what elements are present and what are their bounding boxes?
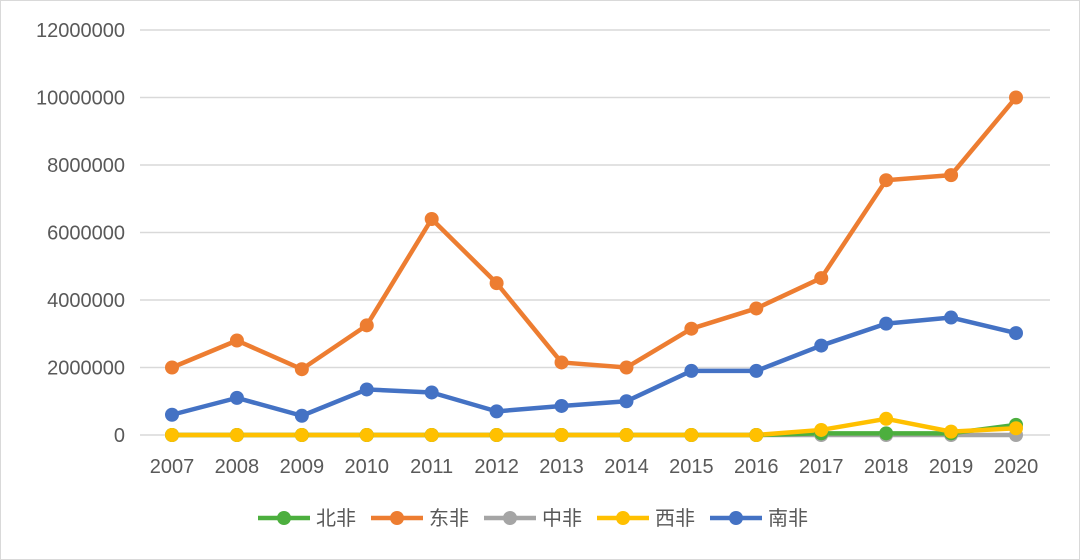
data-point [359, 382, 374, 397]
data-point [554, 355, 569, 370]
data-point [554, 428, 569, 442]
data-point [294, 428, 309, 442]
gridlines [140, 29, 1050, 436]
data-point [165, 428, 179, 442]
x-tick-label: 2015 [669, 456, 714, 478]
x-tick-label: 2007 [150, 456, 195, 478]
data-point [294, 362, 309, 377]
y-tick-label: 0 [114, 425, 125, 447]
data-point [944, 168, 959, 183]
legend-marker-0 [277, 511, 291, 525]
x-axis-tick-labels: 2007 2008 2009 2010 2011 2012 2013 2014 2015 2016… [150, 456, 1039, 478]
y-tick-label: 12000000 [36, 20, 125, 42]
x-tick-label: 2016 [734, 456, 779, 478]
data-point [424, 428, 439, 442]
series-line-4 [169, 315, 1019, 419]
x-tick-label: 2020 [994, 456, 1039, 478]
data-point [684, 428, 699, 442]
x-tick-label: 2014 [604, 456, 649, 478]
legend-marker-1 [390, 511, 404, 525]
legend-label-1: 东非 [429, 506, 469, 530]
data-point [879, 316, 894, 331]
data-point [294, 408, 309, 423]
legend: 北非 东非 中非 西非 南非 [258, 506, 808, 530]
x-tick-label: 2009 [280, 456, 325, 478]
x-tick-label: 2012 [474, 456, 519, 478]
series-lines [169, 95, 1019, 438]
legend-label-3: 西非 [655, 506, 695, 530]
data-point [229, 428, 244, 442]
data-point [489, 276, 504, 291]
y-tick-label: 6000000 [47, 223, 125, 245]
legend-label-4: 南非 [768, 506, 808, 530]
y-tick-label: 4000000 [47, 290, 125, 312]
legend-marker-3 [616, 511, 630, 525]
data-point [814, 338, 829, 353]
legend-label-0: 北非 [316, 506, 356, 530]
data-point [1009, 421, 1023, 436]
data-point [424, 385, 439, 400]
data-point [424, 212, 439, 226]
data-point [1009, 326, 1023, 341]
data-point [489, 428, 504, 442]
data-point [619, 360, 634, 375]
data-point [229, 333, 244, 348]
x-tick-label: 2017 [799, 456, 844, 478]
data-point [165, 360, 179, 375]
y-axis-tick-labels: 0 2000000 4000000 6000000 8000000 10000000 120… [36, 20, 125, 447]
data-point [749, 301, 764, 316]
data-point [229, 390, 244, 405]
data-point [944, 310, 959, 325]
data-point [619, 394, 634, 409]
data-point [879, 173, 894, 188]
series-line-3 [169, 416, 1019, 438]
data-point [165, 407, 179, 422]
x-tick-label: 2008 [215, 456, 260, 478]
series-markers [165, 90, 1023, 442]
data-point [1009, 90, 1023, 105]
series-line-1 [169, 95, 1019, 372]
data-point [554, 398, 569, 413]
x-tick-label: 2019 [929, 456, 974, 478]
data-point [879, 411, 894, 426]
data-point [684, 321, 699, 336]
legend-marker-2 [503, 511, 517, 525]
x-tick-label: 2010 [345, 456, 390, 478]
x-tick-label: 2013 [539, 456, 584, 478]
legend-label-2: 中非 [542, 506, 582, 530]
data-point [944, 424, 959, 439]
data-point [749, 363, 764, 378]
data-point [814, 271, 829, 286]
data-point [814, 422, 829, 437]
data-point [359, 428, 374, 442]
data-point [684, 363, 699, 378]
x-tick-label: 2018 [864, 456, 909, 478]
x-tick-label: 2011 [410, 456, 453, 478]
data-point [619, 428, 634, 442]
y-tick-label: 2000000 [47, 358, 125, 380]
y-tick-label: 10000000 [36, 88, 125, 110]
y-tick-label: 8000000 [47, 155, 125, 177]
legend-marker-4 [729, 511, 743, 525]
data-point [879, 426, 894, 441]
data-point [489, 404, 504, 419]
data-point [749, 428, 764, 442]
data-point [359, 318, 374, 333]
